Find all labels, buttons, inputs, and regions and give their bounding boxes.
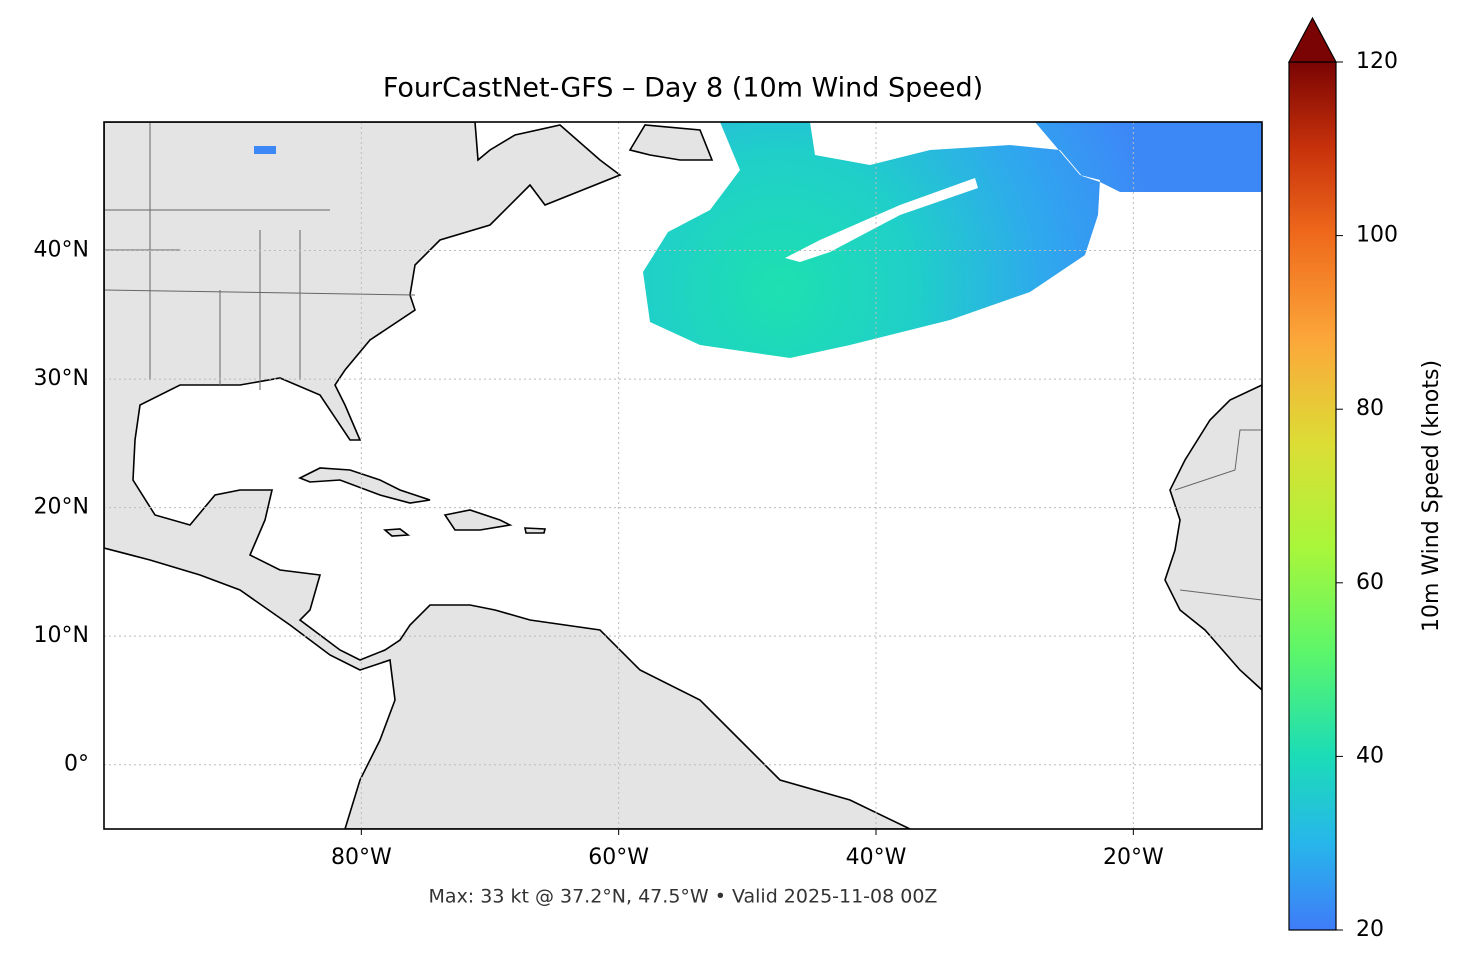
colorbar-tick-label: 40	[1356, 743, 1384, 768]
colorbar-extend	[1287, 16, 1338, 63]
x-tick-label: 20°W	[1103, 845, 1164, 870]
map-area	[104, 122, 1262, 829]
cuba	[298, 467, 431, 504]
chart-title: FourCastNet-GFS – Day 8 (10m Wind Speed)	[383, 73, 983, 104]
y-tick-label: 0°	[64, 752, 89, 777]
colorbar-tick-label: 60	[1356, 570, 1384, 595]
jamaica	[382, 528, 411, 537]
africa	[1164, 384, 1262, 692]
colorbar-tick-label: 120	[1356, 49, 1398, 74]
y-tick-label: 10°N	[34, 623, 89, 648]
americas	[104, 122, 911, 829]
x-tick-label: 40°W	[846, 845, 907, 870]
y-tick-label: 20°N	[34, 495, 89, 520]
map-frame	[103, 121, 1263, 830]
wind-field	[254, 146, 276, 154]
y-tick-label: 30°N	[34, 366, 89, 391]
colorbar-tick-label: 80	[1356, 396, 1384, 421]
newfoundland	[628, 124, 714, 161]
x-tick-label: 60°W	[588, 845, 649, 870]
colorbar-tick-label: 20	[1356, 917, 1384, 942]
note: Max: 33 kt @ 37.2°N, 47.5°W • Valid 2025…	[429, 886, 938, 908]
y-tick-label: 40°N	[34, 238, 89, 263]
colorbar	[1288, 61, 1337, 931]
colorbar-tick-label: 100	[1356, 223, 1398, 248]
x-tick-label: 80°W	[331, 845, 392, 870]
colorbar-label: 10m Wind Speed (knots)	[1419, 360, 1444, 632]
wind-field	[643, 122, 1262, 358]
puerto-rico	[524, 527, 547, 534]
hispaniola	[443, 509, 513, 531]
